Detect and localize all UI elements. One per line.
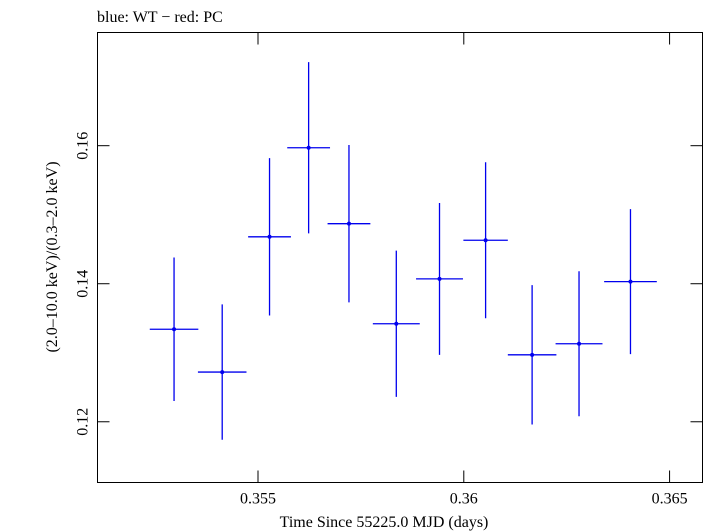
data-point	[416, 202, 463, 355]
data-marker	[437, 276, 442, 281]
data-marker	[628, 279, 633, 284]
data-marker	[346, 221, 351, 226]
data-marker	[172, 327, 177, 332]
data-point	[555, 271, 603, 417]
x-tick-label: 0.355	[240, 491, 276, 508]
y-axis-label: (2.0–10.0 keV)/(0.3–2.0 keV)	[44, 161, 61, 352]
y-axis: 0.12 0.14 0.16	[75, 132, 703, 436]
chart-title: blue: WT − red: PC	[97, 9, 223, 26]
data-point	[604, 209, 657, 355]
data-point	[463, 162, 508, 319]
data-marker	[306, 145, 311, 150]
x-tick-label: 0.36	[450, 491, 478, 508]
data-marker	[220, 370, 225, 375]
plot-frame	[97, 32, 703, 483]
data-point	[287, 62, 331, 234]
data-point	[327, 145, 371, 303]
x-tick-label: 0.365	[652, 491, 688, 508]
data-marker	[530, 352, 535, 357]
x-axis: 0.355 0.36 0.365	[240, 32, 688, 508]
data-marker	[483, 238, 488, 243]
data-marker	[394, 321, 399, 326]
y-tick-label: 0.14	[75, 270, 92, 298]
data-marker	[267, 234, 272, 239]
y-tick-label: 0.16	[75, 132, 92, 160]
data-point	[372, 250, 420, 397]
data-point	[149, 257, 199, 402]
data-point	[248, 158, 291, 316]
data-point	[197, 304, 247, 440]
x-axis-label: Time Since 55225.0 MJD (days)	[280, 514, 489, 531]
y-tick-label: 0.12	[75, 408, 92, 436]
data-points	[149, 62, 657, 440]
data-point	[507, 285, 557, 425]
data-marker	[577, 341, 582, 346]
